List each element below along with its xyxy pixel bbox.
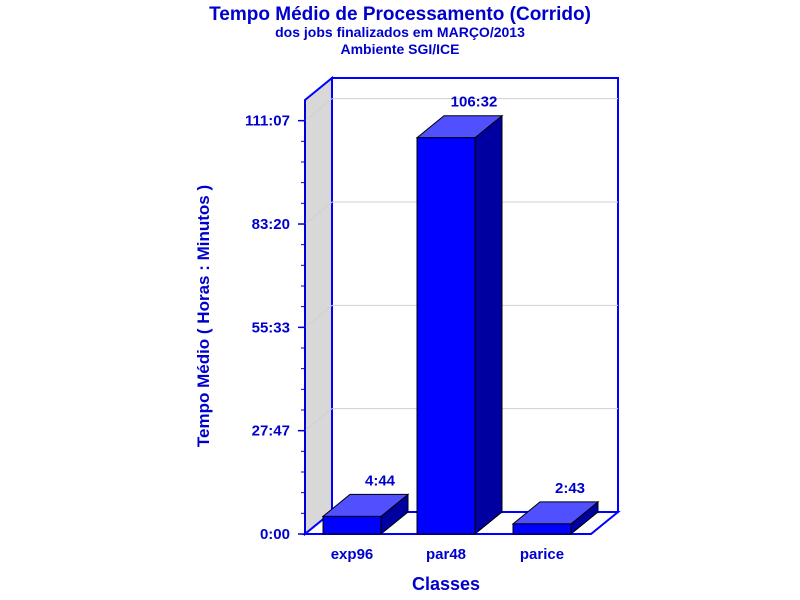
- bar-front: [322, 515, 382, 535]
- chart-subtitle-2: Ambiente SGI/ICE: [340, 41, 459, 57]
- y-tick-label: 0:00: [260, 526, 290, 543]
- y-axis: [298, 100, 306, 535]
- grid-line-wall: [304, 304, 333, 328]
- chart-title: Tempo Médio de Processamento (Corrido): [209, 4, 591, 25]
- x-tick-labels: exp96 par48 parice: [331, 546, 564, 563]
- x-tick-label: parice: [520, 546, 564, 563]
- x-axis-label: Classes: [412, 574, 480, 594]
- bar-par48: [415, 114, 504, 536]
- x-tick-label: exp96: [331, 546, 374, 563]
- data-label: 106:32: [451, 94, 498, 111]
- y-tick-labels: 0:00 27:47 55:33 83:20 111:07: [245, 113, 290, 543]
- data-label: 2:43: [555, 480, 585, 497]
- bars: [321, 114, 600, 536]
- y-tick-label: 111:07: [245, 113, 290, 130]
- bar-exp96: [321, 493, 410, 536]
- y-tick-label: 83:20: [252, 216, 290, 233]
- bar-side: [474, 114, 503, 536]
- left-wall: [304, 75, 333, 537]
- y-axis-label: Tempo Médio ( Horas : Minutos ): [194, 185, 213, 447]
- grid-line-wall: [304, 98, 333, 122]
- chart-subtitle: dos jobs finalizados em MARÇO/2013: [275, 24, 525, 40]
- bar-front: [416, 137, 476, 535]
- bar-front: [512, 523, 572, 535]
- y-tick-label: 55:33: [252, 319, 290, 336]
- bar-parice: [511, 500, 600, 536]
- data-labels: 4:44 106:32 2:43: [365, 94, 585, 497]
- y-tick-label: 27:47: [252, 423, 290, 440]
- grid-line-wall: [304, 201, 333, 225]
- x-tick-label: par48: [426, 546, 466, 563]
- grid-line-wall: [304, 408, 333, 432]
- data-label: 4:44: [365, 472, 396, 489]
